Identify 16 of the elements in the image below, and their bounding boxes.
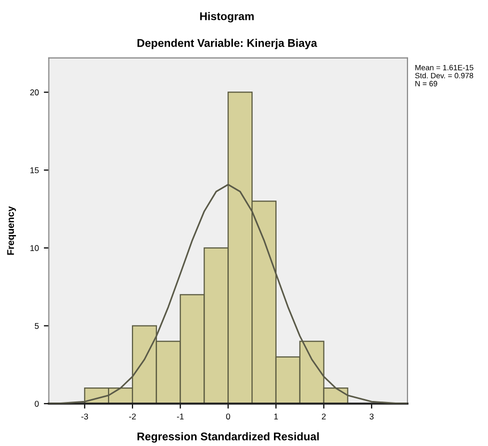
chart-title: Histogram [200,12,254,22]
x-tick-label: 2 [322,414,326,420]
y-axis-title: Frequency [7,206,16,255]
y-tick-label: 20 [30,89,39,96]
x-tick-label: -2 [129,414,136,420]
x-tick-label: 1 [274,414,278,420]
y-tick-label: 5 [34,323,39,329]
y-tick-label: 0 [34,400,39,407]
x-tick-label: 3 [370,414,374,420]
chart-subtitle: Dependent Variable: Kinerja Biaya [138,38,318,50]
y-tick-label: 10 [30,245,39,252]
x-tick-label: -1 [176,414,184,420]
x-axis-title: Regression Standardized Residual [138,432,319,443]
y-tick-label: 15 [30,167,39,174]
x-tick-label: -3 [81,414,88,420]
x-tick-label: 0 [226,414,230,420]
